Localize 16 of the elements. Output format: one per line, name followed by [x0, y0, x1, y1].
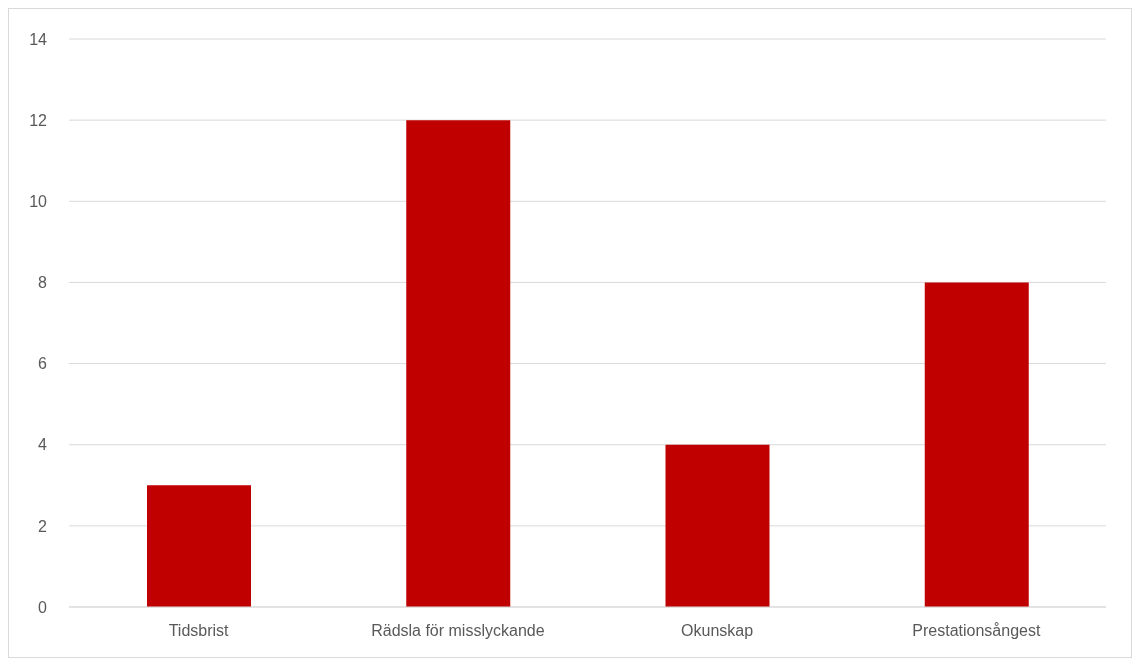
y-tick-label: 4 [38, 436, 48, 454]
y-tick-label: 0 [38, 598, 48, 616]
y-tick-label: 8 [38, 274, 48, 292]
x-tick-label: Tidsbrist [168, 622, 230, 640]
bar [665, 444, 770, 607]
bar [406, 120, 511, 607]
bar [147, 485, 251, 607]
bar [924, 282, 1029, 607]
y-tick-label: 14 [29, 30, 48, 48]
y-tick-label: 10 [29, 192, 48, 210]
y-tick-label: 12 [29, 111, 48, 129]
x-tick-label: Okunskap [681, 622, 754, 640]
x-tick-label: Rädsla för misslyckande [371, 622, 545, 640]
y-tick-label: 2 [38, 517, 48, 535]
y-tick-label: 6 [38, 355, 48, 373]
x-tick-label: Prestationsångest [912, 622, 1041, 640]
